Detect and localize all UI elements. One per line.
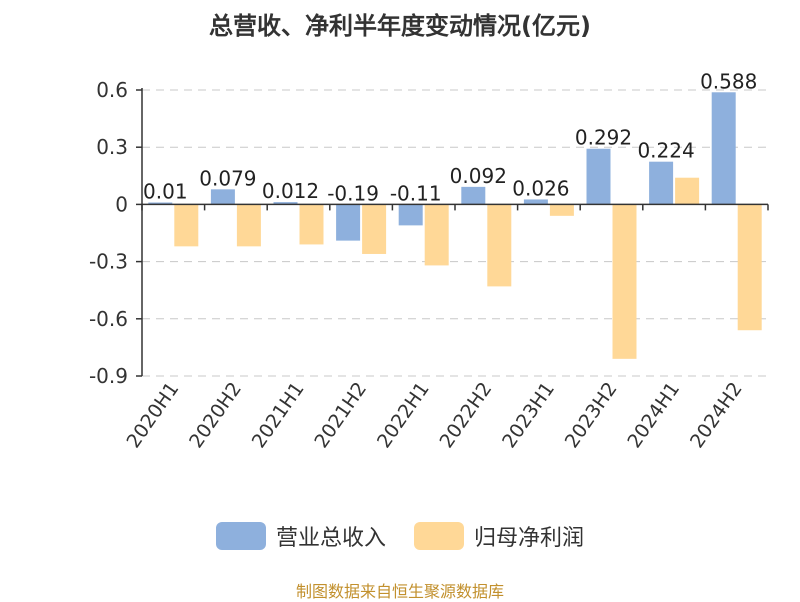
x-tick-label: 2022H2 bbox=[436, 378, 497, 452]
legend-swatch-profit bbox=[414, 522, 464, 550]
profit-bar bbox=[549, 204, 574, 216]
x-tick-label: 2023H1 bbox=[498, 378, 559, 452]
data-source-note: 制图数据来自恒生聚源数据库 bbox=[295, 582, 504, 601]
x-tick-label: 2020H2 bbox=[185, 378, 246, 452]
revenue-bar bbox=[649, 161, 674, 205]
revenue-data-label: 0.224 bbox=[637, 139, 694, 163]
revenue-data-label: 0.01 bbox=[143, 179, 188, 203]
revenue-data-label: 0.012 bbox=[262, 179, 319, 203]
x-tick-label: 2023H2 bbox=[561, 378, 622, 452]
x-tick-label: 2020H1 bbox=[123, 378, 184, 452]
revenue-bar bbox=[398, 204, 423, 226]
profit-bar bbox=[487, 204, 512, 287]
profit-bar bbox=[174, 204, 199, 247]
revenue-bar bbox=[273, 202, 298, 205]
legend-label-revenue: 营业总收入 bbox=[275, 526, 386, 551]
legend-item-revenue[interactable]: 营业总收入 bbox=[215, 520, 386, 552]
profit-bar bbox=[424, 204, 449, 266]
chart-title: 总营收、净利半年度变动情况(亿元) bbox=[209, 12, 591, 40]
profit-bar bbox=[612, 204, 637, 359]
revenue-bar bbox=[461, 186, 486, 205]
revenue-bar bbox=[210, 189, 235, 205]
revenue-bar bbox=[586, 148, 611, 205]
legend-item-profit[interactable]: 归母净利润 bbox=[414, 520, 584, 552]
x-tick-label: 2022H1 bbox=[373, 378, 434, 452]
profit-bar bbox=[737, 204, 762, 331]
y-tick-label: 0.3 bbox=[96, 135, 128, 159]
y-tick-label: -0.9 bbox=[89, 364, 128, 388]
revenue-data-label: 0.026 bbox=[512, 176, 569, 200]
revenue-bar bbox=[711, 92, 736, 205]
y-tick-label: 0.6 bbox=[96, 78, 128, 102]
profit-bar bbox=[236, 204, 261, 247]
revenue-bar bbox=[148, 202, 173, 205]
revenue-data-label: -0.11 bbox=[390, 181, 442, 205]
revenue-bar bbox=[523, 199, 548, 205]
legend-swatch-revenue bbox=[215, 522, 266, 550]
revenue-bar bbox=[336, 204, 361, 241]
revenue-data-label: 0.079 bbox=[199, 166, 256, 190]
revenue-data-label: -0.19 bbox=[327, 181, 379, 205]
x-tick-label: 2021H2 bbox=[310, 378, 371, 452]
y-tick-label: -0.6 bbox=[89, 307, 128, 331]
legend: 营业总收入 归母净利润 bbox=[0, 520, 800, 552]
profit-bar bbox=[299, 204, 324, 245]
x-tick-label: 2021H1 bbox=[248, 378, 309, 452]
legend-label-profit: 归母净利润 bbox=[474, 526, 585, 551]
y-tick-label: 0 bbox=[115, 192, 128, 216]
profit-bar bbox=[675, 177, 700, 205]
x-tick-label: 2024H1 bbox=[623, 378, 684, 452]
profit-bar bbox=[362, 204, 387, 254]
revenue-data-label: 0.092 bbox=[450, 164, 507, 188]
x-tick-label: 2024H2 bbox=[686, 378, 747, 452]
y-tick-label: -0.3 bbox=[89, 250, 128, 274]
revenue-data-label: 0.292 bbox=[575, 126, 632, 150]
revenue-data-label: 0.588 bbox=[700, 69, 757, 93]
